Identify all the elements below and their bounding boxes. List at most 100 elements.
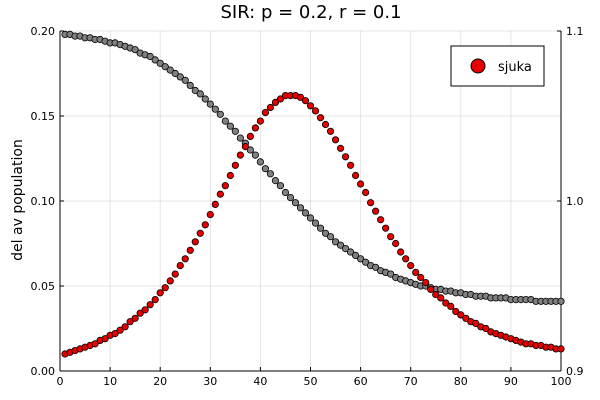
data-points bbox=[61, 30, 565, 358]
data-point-sjuka bbox=[367, 199, 375, 207]
data-point-sjuka bbox=[246, 132, 254, 140]
data-point-sjuka bbox=[251, 124, 259, 132]
y-tick-label: 0.15 bbox=[31, 110, 56, 123]
data-point-series-2 bbox=[176, 73, 184, 81]
data-point-sjuka bbox=[271, 98, 280, 107]
data-point-series-2 bbox=[311, 219, 320, 227]
data-point-series-2 bbox=[171, 69, 179, 78]
data-point-sjuka bbox=[311, 107, 320, 115]
data-point-sjuka bbox=[101, 335, 109, 343]
data-point-sjuka bbox=[427, 285, 435, 293]
data-point-series-2 bbox=[387, 270, 395, 278]
data-point-sjuka bbox=[472, 319, 480, 327]
data-point-series-2 bbox=[221, 117, 229, 125]
data-point-sjuka bbox=[387, 233, 395, 241]
data-point-sjuka bbox=[331, 136, 340, 144]
data-point-sjuka bbox=[156, 289, 164, 297]
data-point-sjuka bbox=[116, 326, 124, 334]
data-point-sjuka bbox=[166, 277, 174, 285]
x-tick-label: 90 bbox=[504, 375, 518, 388]
x-tick-label: 0 bbox=[57, 375, 64, 388]
data-point-sjuka bbox=[276, 95, 285, 103]
data-point-sjuka bbox=[296, 93, 305, 101]
data-point-sjuka bbox=[111, 329, 119, 338]
data-point-series-2 bbox=[372, 263, 380, 271]
x-tick-label: 80 bbox=[454, 375, 468, 388]
data-point-series-2 bbox=[216, 110, 224, 118]
data-point-sjuka bbox=[226, 171, 234, 180]
data-point-sjuka bbox=[256, 117, 264, 125]
data-point-series-2 bbox=[251, 151, 259, 159]
data-point-series-2 bbox=[206, 100, 214, 108]
data-point-series-2 bbox=[226, 122, 234, 130]
data-point-series-2 bbox=[271, 177, 280, 185]
data-point-series-2 bbox=[181, 76, 189, 84]
data-point-sjuka bbox=[447, 302, 455, 310]
data-point-sjuka bbox=[136, 309, 144, 317]
x-tick-label: 60 bbox=[354, 375, 368, 388]
data-point-sjuka bbox=[432, 290, 440, 299]
data-point-series-2 bbox=[316, 224, 325, 232]
data-point-series-2 bbox=[291, 199, 300, 207]
data-point-series-2 bbox=[201, 95, 209, 103]
data-point-sjuka bbox=[417, 273, 425, 282]
legend: sjuka bbox=[450, 45, 545, 87]
y-tick-label: 0.20 bbox=[31, 25, 56, 38]
data-point-sjuka bbox=[181, 255, 189, 263]
data-point-sjuka bbox=[91, 340, 99, 348]
data-point-sjuka bbox=[241, 143, 249, 151]
data-point-sjuka bbox=[141, 306, 149, 314]
data-point-series-2 bbox=[246, 146, 254, 154]
y-tick-label: 0.05 bbox=[31, 280, 56, 293]
data-point-series-2 bbox=[356, 255, 365, 263]
data-point-sjuka bbox=[377, 216, 385, 224]
data-point-series-2 bbox=[341, 245, 350, 253]
data-point-sjuka bbox=[351, 171, 360, 180]
data-point-series-2 bbox=[351, 251, 360, 259]
data-point-series-2 bbox=[557, 297, 565, 305]
y-tick-label: 0.00 bbox=[31, 365, 56, 378]
data-point-series-2 bbox=[362, 258, 370, 266]
data-point-sjuka bbox=[301, 97, 310, 105]
data-point-sjuka bbox=[412, 268, 420, 276]
data-point-sjuka bbox=[151, 295, 159, 304]
data-point-sjuka bbox=[316, 114, 325, 122]
data-point-sjuka bbox=[306, 102, 315, 110]
data-point-series-2 bbox=[321, 229, 330, 237]
data-point-sjuka bbox=[321, 120, 330, 129]
data-point-series-2 bbox=[326, 233, 335, 241]
data-point-sjuka bbox=[422, 278, 430, 287]
data-point-series-2 bbox=[306, 214, 315, 222]
data-point-sjuka bbox=[442, 299, 450, 307]
data-point-sjuka bbox=[336, 144, 345, 152]
data-point-sjuka bbox=[171, 270, 179, 278]
data-point-sjuka bbox=[121, 323, 129, 331]
data-point-sjuka bbox=[372, 207, 380, 215]
data-point-sjuka bbox=[392, 239, 400, 248]
y2-tick-label: 1.0 bbox=[566, 195, 584, 208]
y2-tick-label: 0.9 bbox=[566, 365, 584, 378]
data-point-sjuka bbox=[397, 248, 405, 256]
data-point-sjuka bbox=[146, 301, 154, 309]
data-point-sjuka bbox=[216, 190, 224, 198]
data-point-sjuka bbox=[236, 151, 244, 159]
data-point-sjuka bbox=[356, 180, 365, 188]
data-point-series-2 bbox=[186, 81, 194, 90]
y-tick-label: 0.10 bbox=[31, 195, 56, 208]
data-point-sjuka bbox=[482, 324, 490, 333]
data-point-series-2 bbox=[281, 188, 290, 197]
data-point-sjuka bbox=[326, 127, 335, 135]
data-point-sjuka bbox=[452, 307, 460, 316]
y-axis-title: del av population bbox=[10, 139, 26, 261]
data-point-series-2 bbox=[146, 52, 154, 61]
data-point-sjuka bbox=[176, 261, 184, 270]
data-point-sjuka bbox=[382, 224, 390, 232]
data-point-sjuka bbox=[161, 284, 169, 292]
data-point-series-2 bbox=[211, 105, 219, 113]
data-point-series-2 bbox=[161, 63, 169, 71]
data-point-series-2 bbox=[301, 209, 310, 217]
x-tick-label: 10 bbox=[103, 375, 117, 388]
chart-title: SIR: p = 0.2, r = 0.1 bbox=[220, 2, 401, 23]
legend-marker-sjuka bbox=[470, 58, 486, 74]
